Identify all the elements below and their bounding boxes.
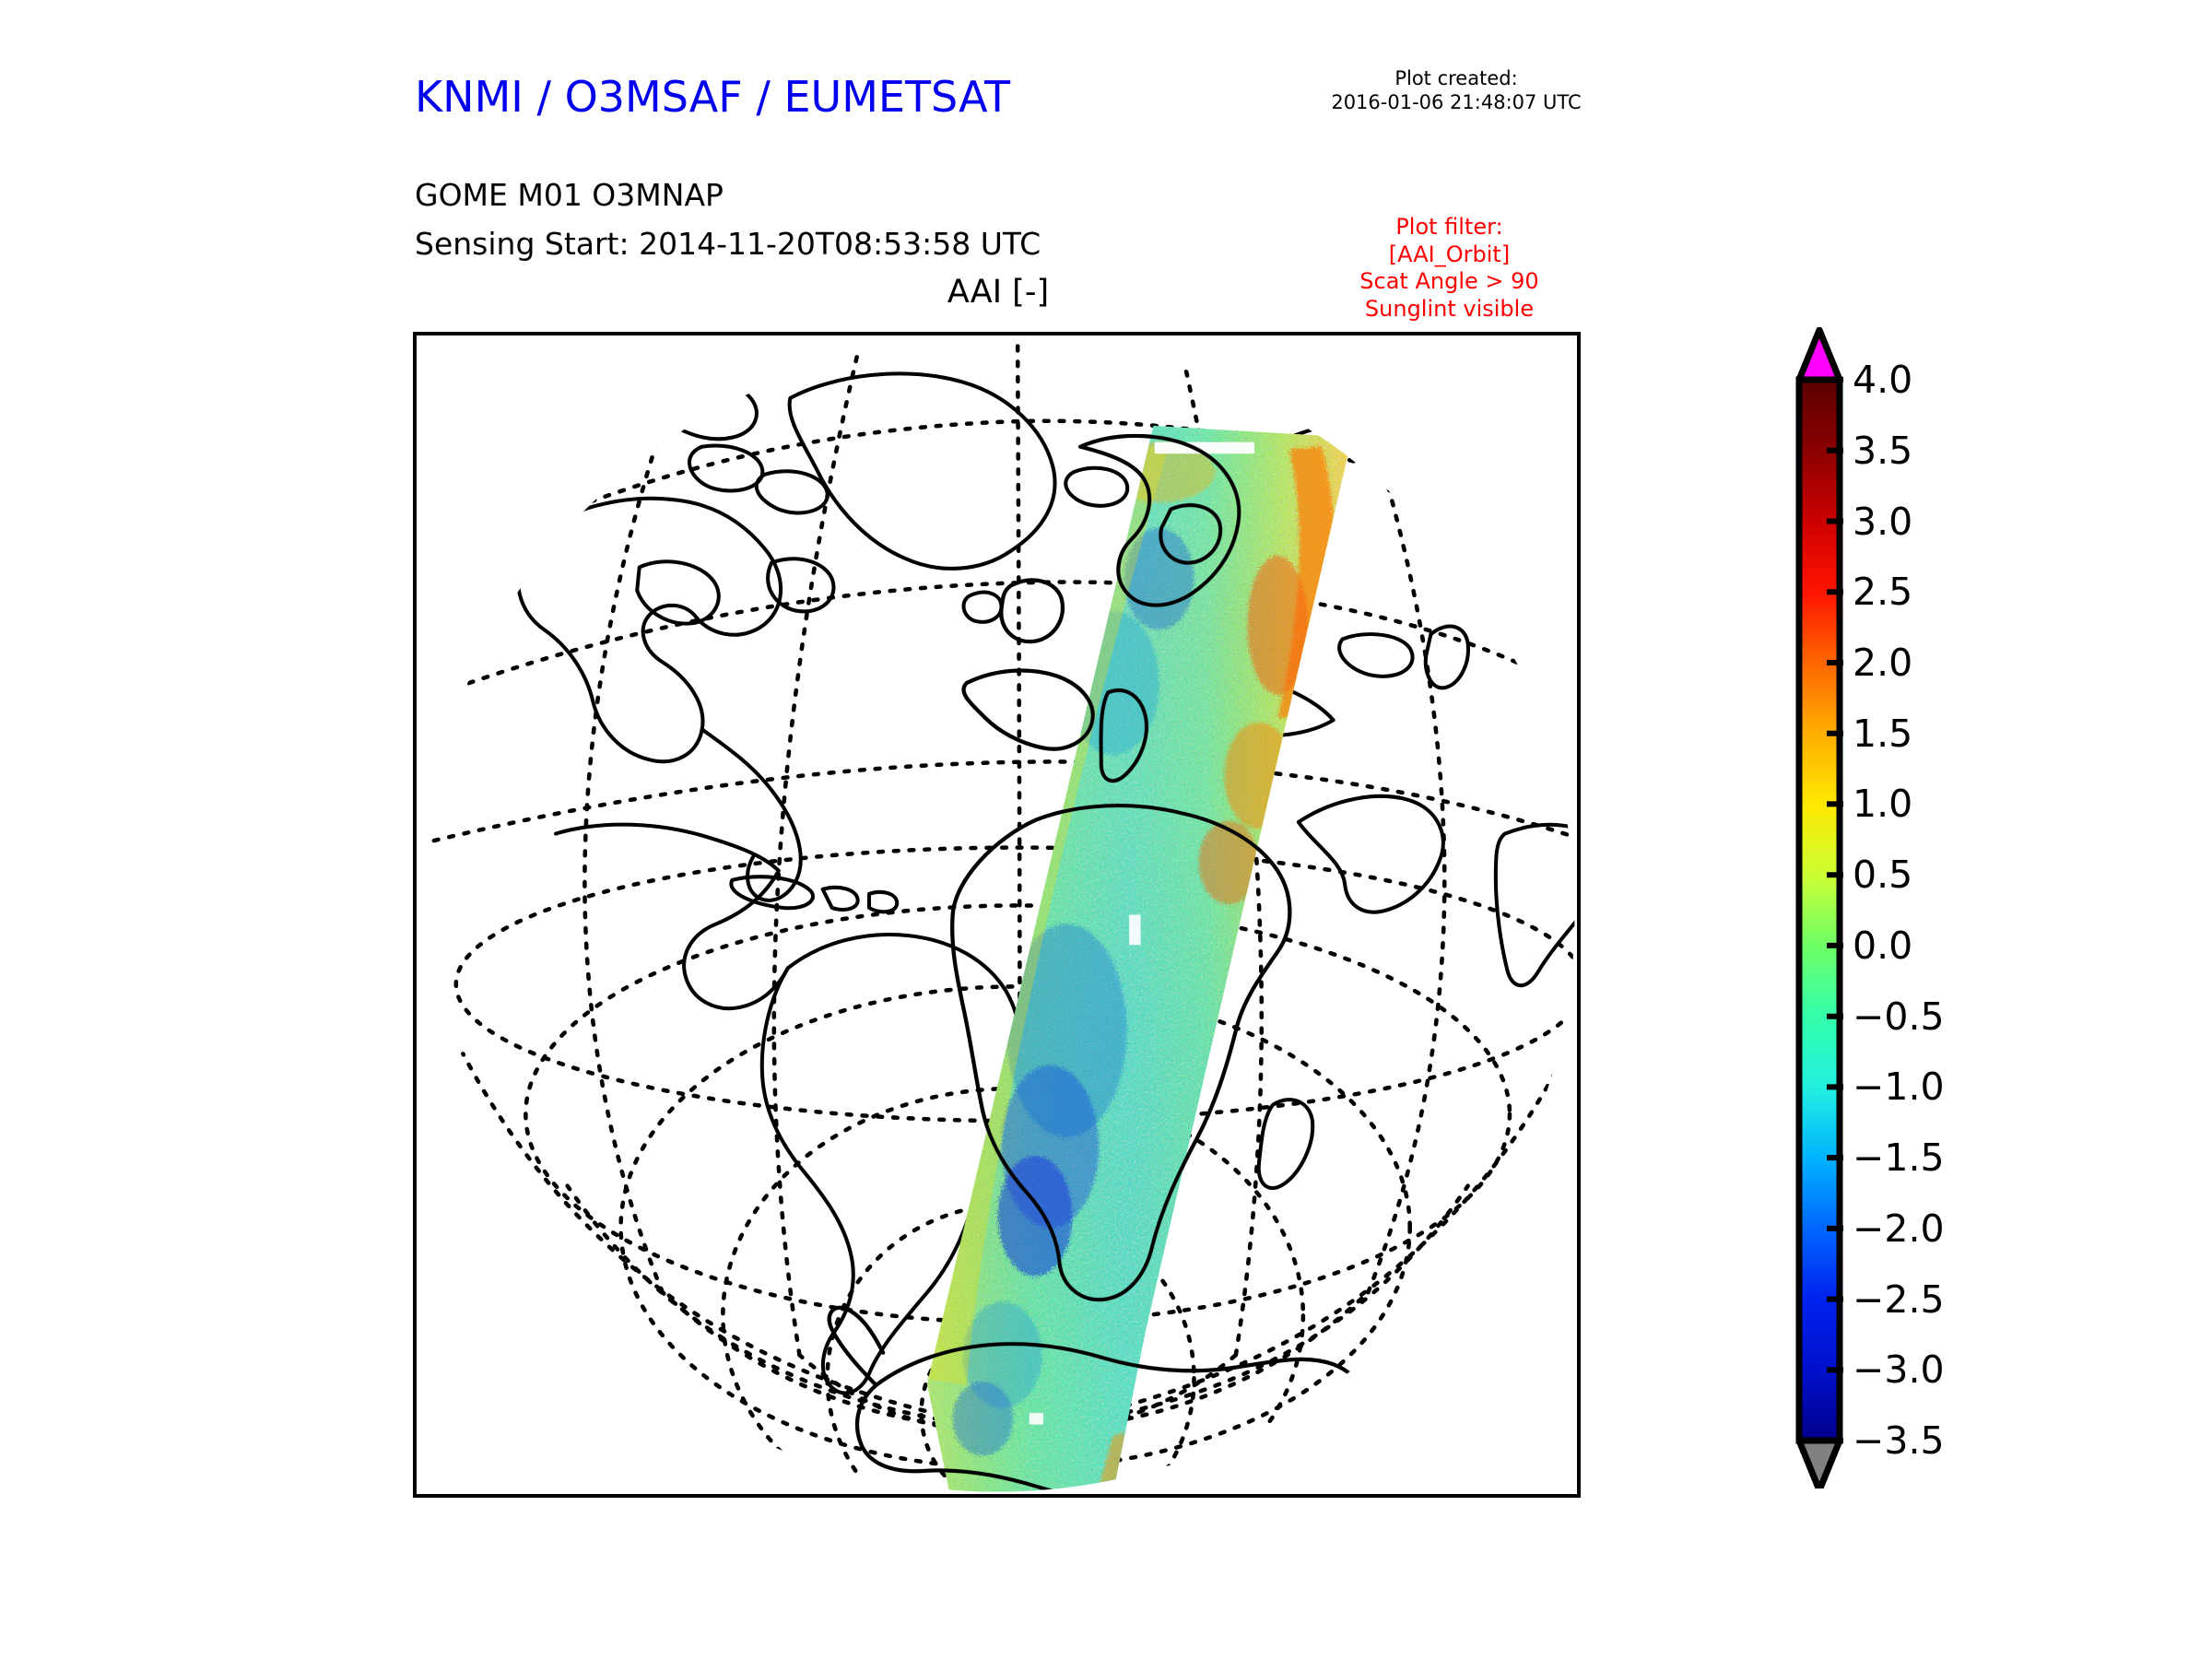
colorbar-over-arrow bbox=[1795, 327, 1843, 383]
plot-created-timestamp: 2016-01-06 21:48:07 UTC bbox=[1331, 91, 1582, 113]
colorbar-tick-9: −0.5 bbox=[1853, 994, 1945, 1039]
plot-created-label: Plot created: bbox=[1394, 67, 1518, 89]
colorbar-under-arrow bbox=[1795, 1437, 1843, 1488]
sensing-start-line: Sensing Start: 2014-11-20T08:53:58 UTC bbox=[415, 226, 1041, 262]
map-plot-area[interactable] bbox=[413, 332, 1581, 1498]
colorbar-tick-6: 1.0 bbox=[1853, 782, 1913, 827]
colorbar-tick-14: −3.0 bbox=[1853, 1347, 1945, 1393]
colorbar-tick-8: 0.0 bbox=[1853, 923, 1913, 968]
colorbar-tick-4: 2.0 bbox=[1853, 641, 1913, 685]
colorbar: 4.0 3.5 3.0 2.5 2.0 1.5 1.0 0.5 0.0 −0.5… bbox=[1795, 327, 2164, 1488]
organisation-title: KNMI / O3MSAF / EUMETSAT bbox=[415, 72, 1011, 122]
colorbar-tick-12: −2.0 bbox=[1853, 1206, 1945, 1251]
colorbar-bar bbox=[1795, 376, 1843, 1444]
colorbar-tick-0: 4.0 bbox=[1853, 358, 1913, 402]
plot-filter-block: Plot filter: [AAI_Orbit] Scat Angle > 90… bbox=[1290, 214, 1608, 323]
plot-filter-label: Plot filter: bbox=[1395, 214, 1503, 240]
colorbar-tick-10: −1.0 bbox=[1853, 1065, 1945, 1110]
colorbar-tick-13: −2.5 bbox=[1853, 1277, 1945, 1322]
colorbar-tick-2: 3.0 bbox=[1853, 499, 1913, 544]
colorbar-tick-15: −3.5 bbox=[1853, 1418, 1945, 1463]
plot-filter-sunglint: Sunglint visible bbox=[1364, 295, 1535, 322]
instrument-line: GOME M01 O3MNAP bbox=[415, 177, 724, 213]
colorbar-ticks bbox=[1827, 377, 1843, 1443]
plot-title: AAI [-] bbox=[947, 274, 1050, 311]
plot-filter-scat-angle: Scat Angle > 90 bbox=[1359, 268, 1539, 294]
colorbar-tick-7: 0.5 bbox=[1853, 853, 1913, 898]
colorbar-gradient bbox=[1795, 327, 1843, 1488]
plot-filter-product: [AAI_Orbit] bbox=[1388, 241, 1511, 267]
colorbar-tick-5: 1.5 bbox=[1853, 711, 1913, 756]
colorbar-tick-11: −1.5 bbox=[1853, 1135, 1945, 1181]
colorbar-tick-3: 2.5 bbox=[1853, 570, 1913, 615]
plot-created-block: Plot created: 2016-01-06 21:48:07 UTC bbox=[1327, 66, 1585, 114]
colorbar-tick-1: 3.5 bbox=[1853, 428, 1913, 473]
orthographic-map bbox=[417, 335, 1577, 1494]
